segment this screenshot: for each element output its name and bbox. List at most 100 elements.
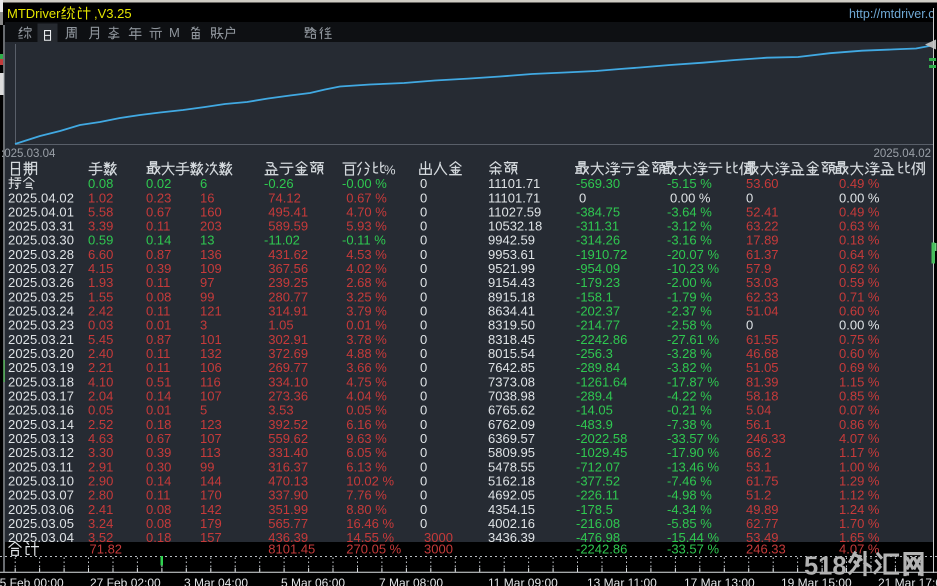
svg-text:58.18: 58.18 <box>746 389 779 404</box>
svg-text:13: 13 <box>200 233 214 248</box>
svg-text:-2242.86: -2242.86 <box>576 542 627 557</box>
svg-text:0.64 %: 0.64 % <box>839 247 880 262</box>
svg-text:2.90: 2.90 <box>88 474 113 489</box>
svg-text:66.2: 66.2 <box>746 445 771 460</box>
svg-text:0: 0 <box>420 332 427 347</box>
svg-text:71.82: 71.82 <box>90 542 123 557</box>
svg-text:0.59 %: 0.59 % <box>839 275 880 290</box>
svg-text:0: 0 <box>420 389 427 404</box>
svg-text:74.12: 74.12 <box>268 190 301 205</box>
svg-text:1.70 %: 1.70 % <box>839 516 880 531</box>
svg-text:11101.71: 11101.71 <box>488 176 540 191</box>
svg-text:46.68: 46.68 <box>746 346 779 361</box>
svg-text:2.52: 2.52 <box>88 417 113 432</box>
svg-text:0.86 %: 0.86 % <box>839 417 880 432</box>
svg-text:0: 0 <box>420 233 427 248</box>
svg-text:0: 0 <box>420 261 427 276</box>
svg-text:1.02: 1.02 <box>88 190 113 205</box>
svg-text:337.90: 337.90 <box>268 488 308 503</box>
svg-text:0.08: 0.08 <box>146 516 171 531</box>
svg-text:-954.09: -954.09 <box>576 261 620 276</box>
svg-text:-3.82 %: -3.82 % <box>667 360 712 375</box>
svg-text:-1910.72: -1910.72 <box>576 247 627 262</box>
svg-text:0.71 %: 0.71 % <box>839 289 880 304</box>
svg-text:331.40: 331.40 <box>268 445 308 460</box>
svg-text:-0.11 %: -0.11 % <box>342 233 386 248</box>
svg-text:179: 179 <box>200 516 222 531</box>
svg-text:-14.05: -14.05 <box>576 403 613 418</box>
svg-text:2025.03.07: 2025.03.07 <box>8 488 74 503</box>
svg-text:M: M <box>169 25 180 40</box>
svg-text:0: 0 <box>420 417 427 432</box>
svg-text:81.39: 81.39 <box>746 374 779 389</box>
svg-text:6: 6 <box>200 176 207 191</box>
svg-text:2.41: 2.41 <box>88 502 113 517</box>
svg-text:121: 121 <box>200 304 222 319</box>
svg-text:160: 160 <box>200 204 222 219</box>
svg-text:7.76 %: 7.76 % <box>346 488 387 503</box>
svg-text:11027.59: 11027.59 <box>488 204 541 219</box>
svg-text:9953.61: 9953.61 <box>488 247 535 262</box>
svg-text:-216.08: -216.08 <box>576 516 620 531</box>
svg-text:2025.03.28: 2025.03.28 <box>8 247 74 262</box>
svg-text:8634.41: 8634.41 <box>488 304 535 319</box>
svg-text:0.00 %: 0.00 % <box>839 190 880 205</box>
svg-text:-7.46 %: -7.46 % <box>667 474 712 489</box>
svg-text:-2.00 %: -2.00 % <box>667 275 712 290</box>
svg-text:2025.03.04: 2025.03.04 <box>8 530 74 545</box>
svg-text:51.05: 51.05 <box>746 360 779 375</box>
svg-text:-289.4: -289.4 <box>576 389 613 404</box>
svg-text:107: 107 <box>200 431 222 446</box>
svg-text:21 Mar 17:00: 21 Mar 17:00 <box>878 576 937 586</box>
svg-text:0.51: 0.51 <box>146 374 171 389</box>
svg-text:372.69: 372.69 <box>268 346 308 361</box>
svg-text:136: 136 <box>200 247 222 262</box>
svg-text:2025.03.14: 2025.03.14 <box>8 417 74 432</box>
svg-text:4.07 %: 4.07 % <box>839 431 880 446</box>
svg-text:7038.98: 7038.98 <box>488 389 535 404</box>
svg-text:0.02: 0.02 <box>146 176 171 191</box>
svg-text:1.00 %: 1.00 % <box>839 459 880 474</box>
svg-text:2025.03.20: 2025.03.20 <box>8 346 74 361</box>
svg-text:0.03: 0.03 <box>88 318 113 333</box>
svg-text:0.60 %: 0.60 % <box>839 304 880 319</box>
svg-text:4.15: 4.15 <box>88 261 113 276</box>
svg-text:52.41: 52.41 <box>746 204 779 219</box>
svg-text:2025.03.10: 2025.03.10 <box>8 474 74 489</box>
svg-text:2025.03.13: 2025.03.13 <box>8 431 74 446</box>
svg-text:0.23: 0.23 <box>146 190 171 205</box>
svg-text:-226.11: -226.11 <box>576 488 619 503</box>
svg-text:270.05 %: 270.05 % <box>346 542 401 557</box>
svg-text:0.11: 0.11 <box>146 346 170 361</box>
svg-text:99: 99 <box>200 459 214 474</box>
svg-text:-1.79 %: -1.79 % <box>667 289 712 304</box>
svg-text:13 Mar 11:00: 13 Mar 11:00 <box>587 576 657 586</box>
svg-text:3000: 3000 <box>424 530 453 545</box>
svg-text:10532.18: 10532.18 <box>488 219 542 234</box>
svg-text:-384.75: -384.75 <box>576 204 620 219</box>
svg-text:-4.98 %: -4.98 % <box>667 488 712 503</box>
svg-text:17 Mar 13:00: 17 Mar 13:00 <box>684 576 755 586</box>
svg-text:2025.03.24: 2025.03.24 <box>8 304 74 319</box>
svg-text:4692.05: 4692.05 <box>488 488 535 503</box>
svg-text:-214.77: -214.77 <box>576 318 620 333</box>
svg-text:0: 0 <box>420 474 427 489</box>
svg-text:3: 3 <box>200 318 207 333</box>
svg-text:0.14: 0.14 <box>146 474 171 489</box>
svg-text:0: 0 <box>420 176 427 191</box>
svg-text:-17.87 %: -17.87 % <box>667 374 719 389</box>
svg-text:2025.04.02: 2025.04.02 <box>873 148 931 160</box>
svg-text:0: 0 <box>420 445 427 460</box>
svg-text:9942.59: 9942.59 <box>488 233 535 248</box>
svg-text:0.87: 0.87 <box>146 332 171 347</box>
svg-text:-2022.58: -2022.58 <box>576 431 627 446</box>
svg-text:4.75 %: 4.75 % <box>346 374 387 389</box>
svg-text:246.33: 246.33 <box>746 431 786 446</box>
svg-text:1.55: 1.55 <box>88 289 113 304</box>
svg-text:-1029.45: -1029.45 <box>576 445 627 460</box>
svg-text:269.77: 269.77 <box>268 360 308 375</box>
svg-text:1.17 %: 1.17 % <box>839 445 880 460</box>
svg-text:109: 109 <box>200 261 222 276</box>
svg-text:0: 0 <box>420 502 427 517</box>
svg-text:0: 0 <box>420 346 427 361</box>
